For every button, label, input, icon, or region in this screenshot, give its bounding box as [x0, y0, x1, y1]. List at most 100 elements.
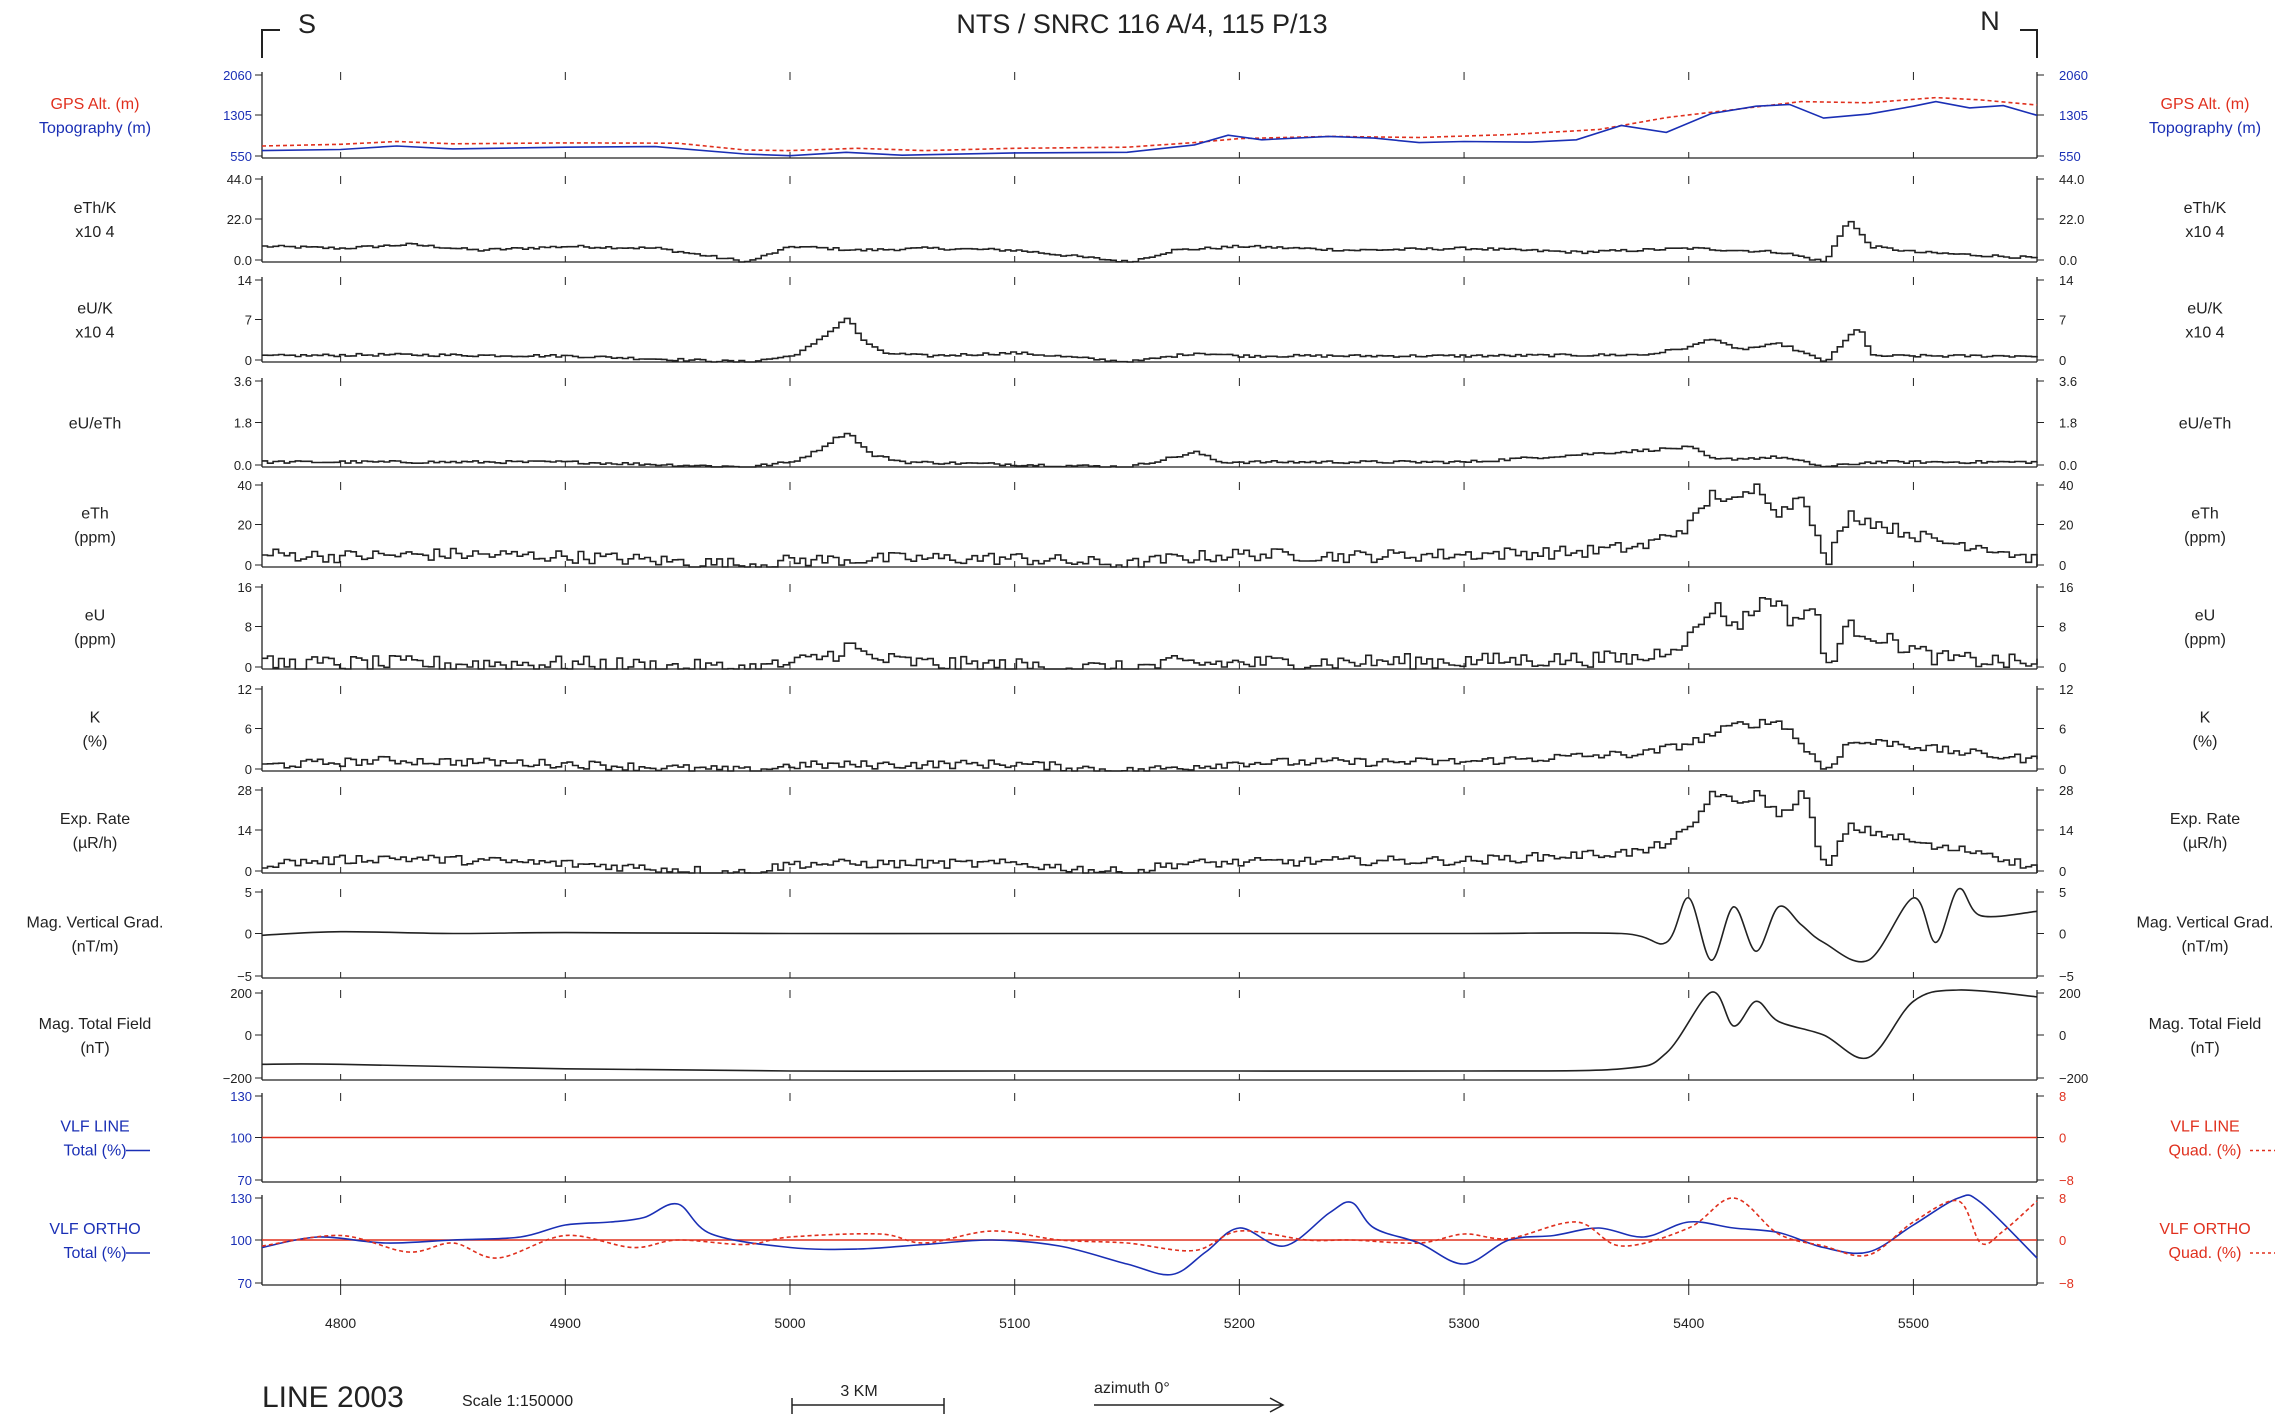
- y-tick-label-right: 22.0: [2059, 212, 2084, 227]
- y-tick-label-left: 1305: [223, 108, 252, 123]
- y-tick-label-left: 70: [238, 1173, 252, 1188]
- panel-label-left: (ppm): [74, 632, 116, 649]
- y-tick-label-left: 6: [245, 722, 252, 737]
- panel-label-left: Topography (m): [39, 120, 151, 137]
- south-direction-label: S: [298, 9, 316, 39]
- y-tick-label-left: 14: [238, 273, 252, 288]
- y-tick-label-right: −5: [2059, 969, 2074, 984]
- panel-label-right: (%): [2193, 734, 2218, 751]
- y-tick-label-left: 7: [245, 313, 252, 328]
- x-tick-label: 5200: [1224, 1315, 1255, 1331]
- panel-label-left: x10 4: [75, 325, 114, 342]
- panel-label-right: GPS Alt. (m): [2161, 96, 2250, 113]
- scale-label: Scale 1:150000: [462, 1393, 573, 1410]
- panel-label-left: (µR/h): [73, 835, 118, 852]
- y-tick-label-right: 16: [2059, 580, 2073, 595]
- y-tick-label-right: 0: [2059, 1028, 2066, 1043]
- panel-label-right: Mag. Vertical Grad.: [2137, 915, 2274, 932]
- y-tick-label-left: 130: [230, 1089, 252, 1104]
- y-tick-label-left: 0: [245, 558, 252, 573]
- y-tick-label-left: 550: [230, 149, 252, 164]
- x-axis: 4800 4900 5000 5100 5200 5300 5400 5500: [325, 1285, 1929, 1331]
- panel-label-left: K: [90, 710, 101, 727]
- panel-label-right: (nT): [2190, 1040, 2219, 1057]
- panel-label-left: eTh: [81, 506, 109, 523]
- y-tick-label-right: 8: [2059, 1089, 2066, 1104]
- panel-alt: 2060 1305 550 2060 1305 550 GPS Alt. (m) Topogr…: [39, 68, 2261, 164]
- panel-label-left: Mag. Vertical Grad.: [27, 915, 164, 932]
- panel-label-left: Total (%): [63, 1245, 126, 1262]
- north-bracket: [2020, 29, 2038, 58]
- panel-magt: 200 0 −200 200 0 −200 Mag. Total Field (nT) Mag.…: [39, 986, 2262, 1086]
- series-line-eth-0: [262, 483, 2038, 568]
- y-tick-label-left: 8: [245, 620, 252, 635]
- panel-label-left: Mag. Total Field: [39, 1016, 152, 1033]
- y-tick-label-left: 100: [230, 1131, 252, 1146]
- y-tick-label-left: −5: [237, 969, 252, 984]
- y-tick-label-right: 0: [2059, 353, 2066, 368]
- y-tick-label-left: 0: [245, 353, 252, 368]
- chart-title: NTS / SNRC 116 A/4, 115 P/13: [956, 9, 1327, 39]
- y-tick-label-right: 200: [2059, 986, 2081, 1001]
- series-line-thk-0: [262, 220, 2038, 263]
- y-tick-label-right: 3.6: [2059, 374, 2077, 389]
- y-tick-label-right: −200: [2059, 1071, 2088, 1086]
- y-tick-label-left: 12: [238, 682, 252, 697]
- azimuth-label: azimuth 0°: [1094, 1380, 1170, 1397]
- y-tick-label-left: 14: [238, 823, 252, 838]
- panel-label-right: eU/K: [2187, 301, 2223, 318]
- y-tick-label-right: 8: [2059, 1191, 2066, 1206]
- panel-label-right: Quad. (%): [2169, 1245, 2242, 1262]
- y-tick-label-left: 0: [245, 762, 252, 777]
- y-tick-label-left: 3.6: [234, 374, 252, 389]
- panel-label-right: Quad. (%): [2169, 1143, 2242, 1160]
- panel-label-right: x10 4: [2185, 325, 2224, 342]
- y-tick-label-left: 0: [245, 1028, 252, 1043]
- y-tick-label-left: 70: [238, 1276, 252, 1291]
- y-tick-label-left: 16: [238, 580, 252, 595]
- scale-bar-label: 3 KM: [840, 1383, 877, 1400]
- series-line-k-0: [262, 718, 2038, 772]
- y-tick-label-right: 8: [2059, 620, 2066, 635]
- panel-eu: 16 8 0 16 8 0 eU (ppm) eU (ppm): [74, 580, 2226, 675]
- y-tick-label-right: 0: [2059, 1233, 2066, 1248]
- y-tick-label-right: 14: [2059, 273, 2073, 288]
- x-tick-label: 5300: [1448, 1315, 1479, 1331]
- panel-label-left: eU: [85, 608, 105, 625]
- panel-k: 12 6 0 12 6 0 K (%) K (%): [83, 682, 2218, 777]
- series-line-magt-0: [261, 989, 2038, 1072]
- y-tick-label-right: 0: [2059, 864, 2066, 879]
- series-line-alt-0: [261, 96, 2038, 152]
- series-line-vlfo-2: [261, 1197, 2038, 1259]
- panel-label-left: (ppm): [74, 530, 116, 547]
- series-line-uk-0: [262, 317, 2038, 363]
- panel-label-left: GPS Alt. (m): [51, 96, 140, 113]
- panel-label-left: Exp. Rate: [60, 811, 130, 828]
- panel-label-left: x10 4: [75, 224, 114, 241]
- y-tick-label-left: 40: [238, 478, 252, 493]
- azimuth-arrow: [1094, 1397, 1285, 1413]
- series-line-magv-0: [261, 887, 2038, 963]
- panel-uth: 3.6 1.8 0.0 3.6 1.8 0.0 eU/eTh eU/eTh: [69, 374, 2231, 473]
- y-tick-label-left: 20: [238, 518, 252, 533]
- x-tick-label: 4900: [550, 1315, 581, 1331]
- y-tick-label-left: 200: [230, 986, 252, 1001]
- panel-label-right: VLF LINE: [2170, 1119, 2239, 1136]
- panel-label-left: (%): [83, 734, 108, 751]
- x-tick-label: 5000: [774, 1315, 805, 1331]
- y-tick-label-right: 0: [2059, 762, 2066, 777]
- panel-label-right: eTh/K: [2184, 200, 2227, 217]
- y-tick-label-right: 6: [2059, 722, 2066, 737]
- y-tick-label-right: 44.0: [2059, 172, 2084, 187]
- x-tick-label: 5100: [999, 1315, 1030, 1331]
- y-tick-label-left: 1.8: [234, 416, 252, 431]
- series-line-vlfo-1: [261, 1194, 2038, 1276]
- panel-vlfo: 130 100 70 8 0 −8 VLF ORTHO Total (%) VLF ORTHO Q…: [49, 1191, 2275, 1291]
- y-tick-label-right: 40: [2059, 478, 2073, 493]
- panel-label-left: Total (%): [63, 1143, 126, 1160]
- y-tick-label-left: 0.0: [234, 253, 252, 268]
- y-tick-label-right: 1.8: [2059, 416, 2077, 431]
- y-tick-label-left: 0.0: [234, 458, 252, 473]
